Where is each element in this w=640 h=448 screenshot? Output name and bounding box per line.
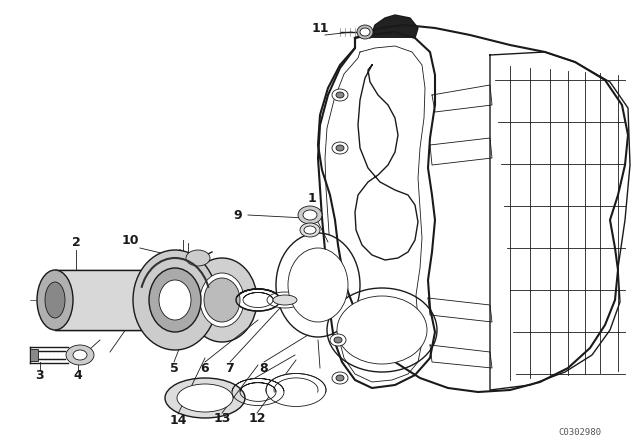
Ellipse shape — [298, 206, 322, 224]
Ellipse shape — [267, 292, 303, 308]
Ellipse shape — [149, 268, 201, 332]
Text: 1: 1 — [308, 191, 316, 204]
Text: 2: 2 — [72, 236, 81, 249]
Ellipse shape — [159, 280, 191, 320]
Text: 10: 10 — [121, 233, 139, 246]
Text: 5: 5 — [170, 362, 179, 375]
Ellipse shape — [332, 372, 348, 384]
Ellipse shape — [330, 334, 346, 346]
Polygon shape — [55, 270, 175, 330]
Text: 3: 3 — [36, 369, 44, 382]
Ellipse shape — [332, 142, 348, 154]
Ellipse shape — [266, 374, 326, 406]
Ellipse shape — [45, 282, 65, 318]
Ellipse shape — [133, 250, 217, 350]
Text: 7: 7 — [226, 362, 234, 375]
Text: 9: 9 — [234, 208, 243, 221]
Text: 8: 8 — [260, 362, 268, 375]
Ellipse shape — [66, 345, 94, 365]
Ellipse shape — [273, 295, 297, 305]
Text: 12: 12 — [248, 412, 266, 425]
Text: 4: 4 — [74, 369, 83, 382]
Ellipse shape — [336, 145, 344, 151]
Ellipse shape — [332, 89, 348, 101]
Text: C0302980: C0302980 — [559, 427, 602, 436]
Text: 6: 6 — [201, 362, 209, 375]
Ellipse shape — [334, 337, 342, 343]
Ellipse shape — [37, 270, 73, 330]
Ellipse shape — [200, 273, 244, 327]
Text: 14: 14 — [169, 414, 187, 426]
Ellipse shape — [165, 378, 245, 418]
Ellipse shape — [204, 278, 240, 322]
Ellipse shape — [336, 92, 344, 98]
Ellipse shape — [186, 250, 210, 266]
Ellipse shape — [276, 233, 360, 337]
Ellipse shape — [177, 384, 233, 412]
Ellipse shape — [73, 350, 87, 360]
Text: 13: 13 — [213, 412, 230, 425]
Ellipse shape — [236, 289, 280, 311]
Ellipse shape — [288, 248, 348, 322]
Ellipse shape — [303, 210, 317, 220]
Polygon shape — [370, 15, 418, 38]
Ellipse shape — [187, 258, 257, 342]
Ellipse shape — [360, 28, 370, 36]
Ellipse shape — [357, 25, 373, 39]
Ellipse shape — [300, 223, 320, 237]
Text: 11: 11 — [311, 22, 329, 34]
Ellipse shape — [304, 226, 316, 234]
Ellipse shape — [336, 375, 344, 381]
Ellipse shape — [337, 296, 427, 364]
Polygon shape — [30, 349, 38, 361]
